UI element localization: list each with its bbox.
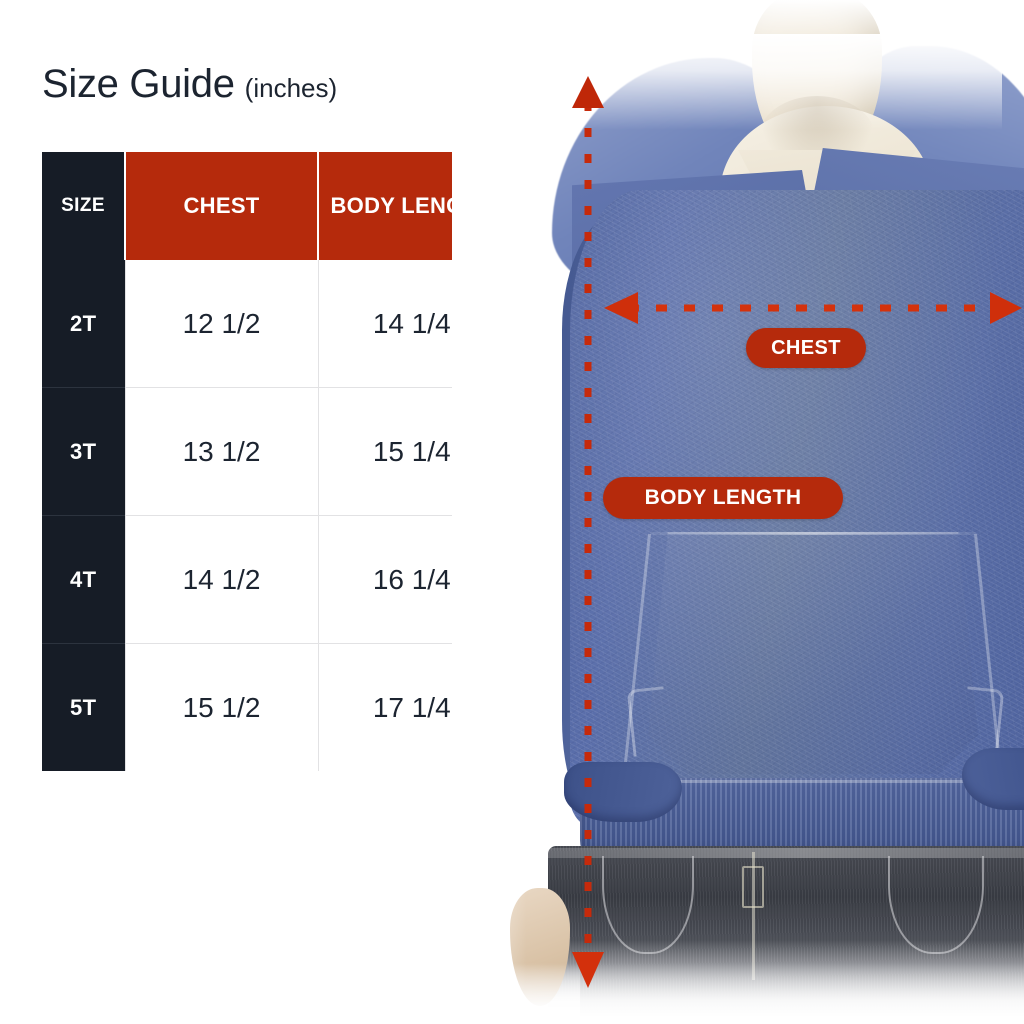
jeans-fade (548, 940, 1024, 1024)
cuff-left (564, 762, 682, 822)
pocket-seam-top (650, 532, 976, 535)
cell-size-5t: 5T (42, 643, 125, 771)
table-row: 3T 13 1/2 15 1/4 (42, 387, 505, 516)
table-header: SIZE CHEST BODY LENGTH (42, 152, 505, 260)
cell-chest-5t: 15 1/2 (124, 643, 318, 771)
cell-chest-3t: 13 1/2 (124, 387, 318, 516)
page-title: Size Guide (inches) (42, 64, 337, 104)
cell-chest-4t: 14 1/2 (124, 515, 318, 644)
size-guide-table: SIZE CHEST BODY LENGTH 2T 12 1/2 14 1/4 … (42, 152, 505, 771)
table-row: 5T 15 1/2 17 1/4 (42, 643, 505, 771)
page-title-units: (inches) (244, 73, 338, 103)
table-row: 2T 12 1/2 14 1/4 (42, 260, 505, 388)
page-title-main: Size Guide (42, 62, 235, 106)
garment-photo (452, 0, 1024, 1024)
cell-chest-2t: 12 1/2 (124, 260, 318, 388)
cell-size-4t: 4T (42, 515, 125, 644)
pocket-opening-right (960, 686, 1005, 757)
column-header-size: SIZE (42, 152, 125, 260)
cell-size-3t: 3T (42, 387, 125, 516)
jeans-belt-loop (742, 866, 764, 908)
top-fade (572, 34, 1002, 130)
table-header-row: SIZE CHEST BODY LENGTH (42, 152, 505, 260)
column-header-chest: CHEST (124, 152, 318, 260)
table-row: 4T 14 1/2 16 1/4 (42, 515, 505, 644)
hand-fade (504, 964, 580, 1024)
table-body: 2T 12 1/2 14 1/4 3T 13 1/2 15 1/4 4T 14 … (42, 260, 505, 771)
pocket-opening-left (626, 686, 671, 757)
kangaroo-pocket (648, 532, 978, 774)
cell-size-2t: 2T (42, 260, 125, 388)
